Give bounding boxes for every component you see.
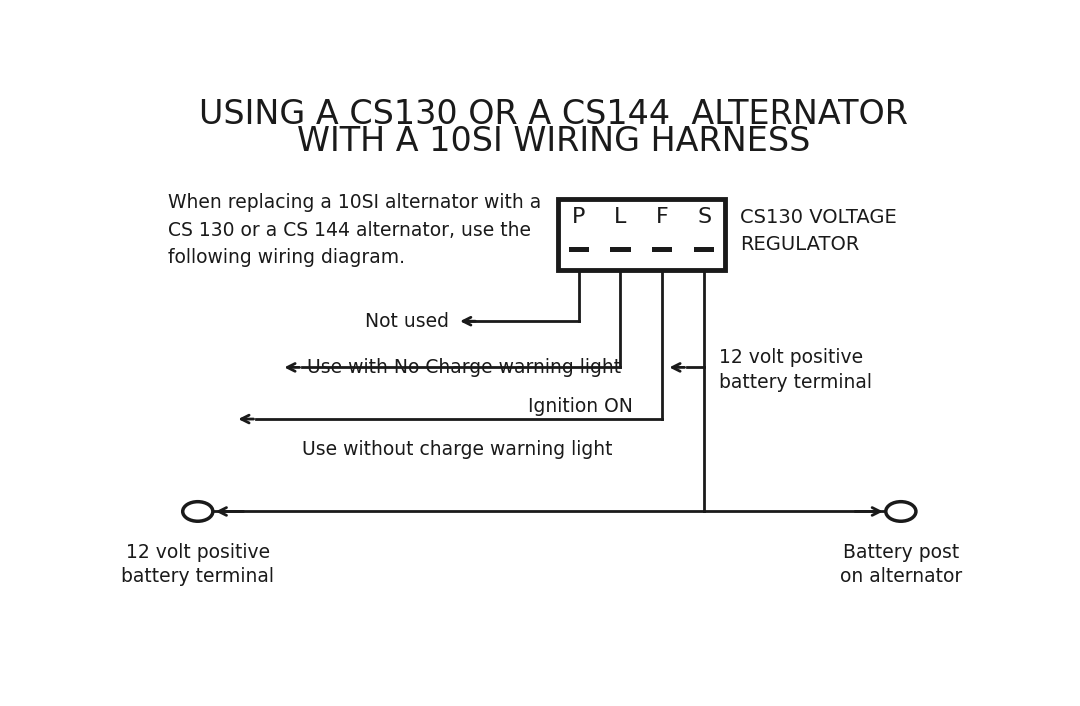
Text: CS130 VOLTAGE: CS130 VOLTAGE (740, 208, 896, 227)
Text: USING A CS130 OR A CS144  ALTERNATOR: USING A CS130 OR A CS144 ALTERNATOR (199, 98, 908, 131)
Circle shape (886, 502, 916, 521)
Circle shape (183, 502, 213, 521)
Bar (610, 247, 631, 253)
Text: F: F (656, 208, 669, 227)
Text: battery terminal: battery terminal (121, 568, 274, 587)
Text: Not used: Not used (365, 311, 449, 330)
Text: 12 volt positive: 12 volt positive (125, 543, 270, 562)
Text: REGULATOR: REGULATOR (740, 235, 860, 253)
Text: P: P (572, 208, 585, 227)
Bar (568, 247, 589, 253)
Text: Ignition ON: Ignition ON (528, 397, 633, 417)
Bar (694, 247, 714, 253)
Text: Battery post: Battery post (842, 543, 959, 562)
Text: L: L (615, 208, 626, 227)
Text: S: S (697, 208, 712, 227)
Text: on alternator: on alternator (840, 568, 962, 587)
Text: 12 volt positive: 12 volt positive (719, 348, 863, 367)
Text: When replacing a 10SI alternator with a
CS 130 or a CS 144 alternator, use the
f: When replacing a 10SI alternator with a … (168, 193, 542, 267)
Text: battery terminal: battery terminal (719, 373, 873, 392)
Text: WITH A 10SI WIRING HARNESS: WITH A 10SI WIRING HARNESS (297, 125, 810, 158)
Text: Use without charge warning light: Use without charge warning light (302, 440, 612, 459)
Bar (652, 247, 673, 253)
Bar (557, 199, 725, 270)
Text: Use with No Charge warning light: Use with No Charge warning light (307, 358, 621, 377)
